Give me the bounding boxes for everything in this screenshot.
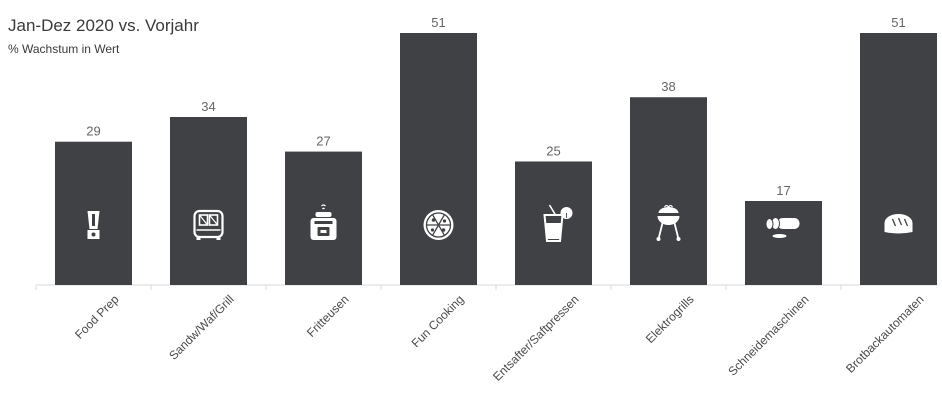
tick-label-schneidemaschinen: Schneidemaschinen: [725, 292, 811, 378]
bar-elektrogrills: [630, 97, 707, 285]
data-label-fun-cooking: 51: [431, 15, 445, 30]
tick-label-fritteusen: Fritteusen: [304, 292, 352, 340]
tick-label-brotbackautomaten: Brotbackautomaten: [843, 292, 926, 375]
data-label-schneidemaschinen: 17: [776, 183, 790, 198]
data-label-brotbackautomaten: 51: [891, 15, 905, 30]
tick-label-sandw-waf-grill: Sandw/Waf/Grill: [166, 292, 236, 362]
chart-title: Jan-Dez 2020 vs. Vorjahr: [8, 16, 199, 35]
bar-brotbackautomaten: [860, 33, 937, 285]
data-label-sandw-waf-grill: 34: [201, 99, 215, 114]
bar-sandw-waf-grill: [170, 117, 247, 285]
blender-icon: [87, 211, 100, 239]
bar-fun-cooking: [400, 33, 477, 285]
bars: 29 Food Prep 34 Sandw/Waf/Grill 27 Fritteusen…: [55, 15, 937, 384]
data-label-food-prep: 29: [86, 124, 100, 139]
data-label-elektrogrills: 38: [661, 79, 675, 94]
tick-label-elektrogrills: Elektrogrills: [643, 292, 697, 346]
chart-subtitle: % Wachstum in Wert: [8, 42, 120, 56]
tick-label-fun-cooking: Fun Cooking: [409, 292, 467, 350]
bread-icon: [883, 213, 914, 235]
data-label-fritteusen: 27: [316, 134, 330, 149]
data-label-entsafter-saftpressen: 25: [546, 143, 560, 158]
x-axis-ticks: [35, 285, 842, 290]
bar-schneidemaschinen: [745, 201, 822, 285]
pizza-icon: [422, 209, 455, 241]
tick-label-food-prep: Food Prep: [72, 292, 122, 342]
tick-label-entsafter-saftpressen: Entsafter/Saftpressen: [490, 292, 582, 384]
